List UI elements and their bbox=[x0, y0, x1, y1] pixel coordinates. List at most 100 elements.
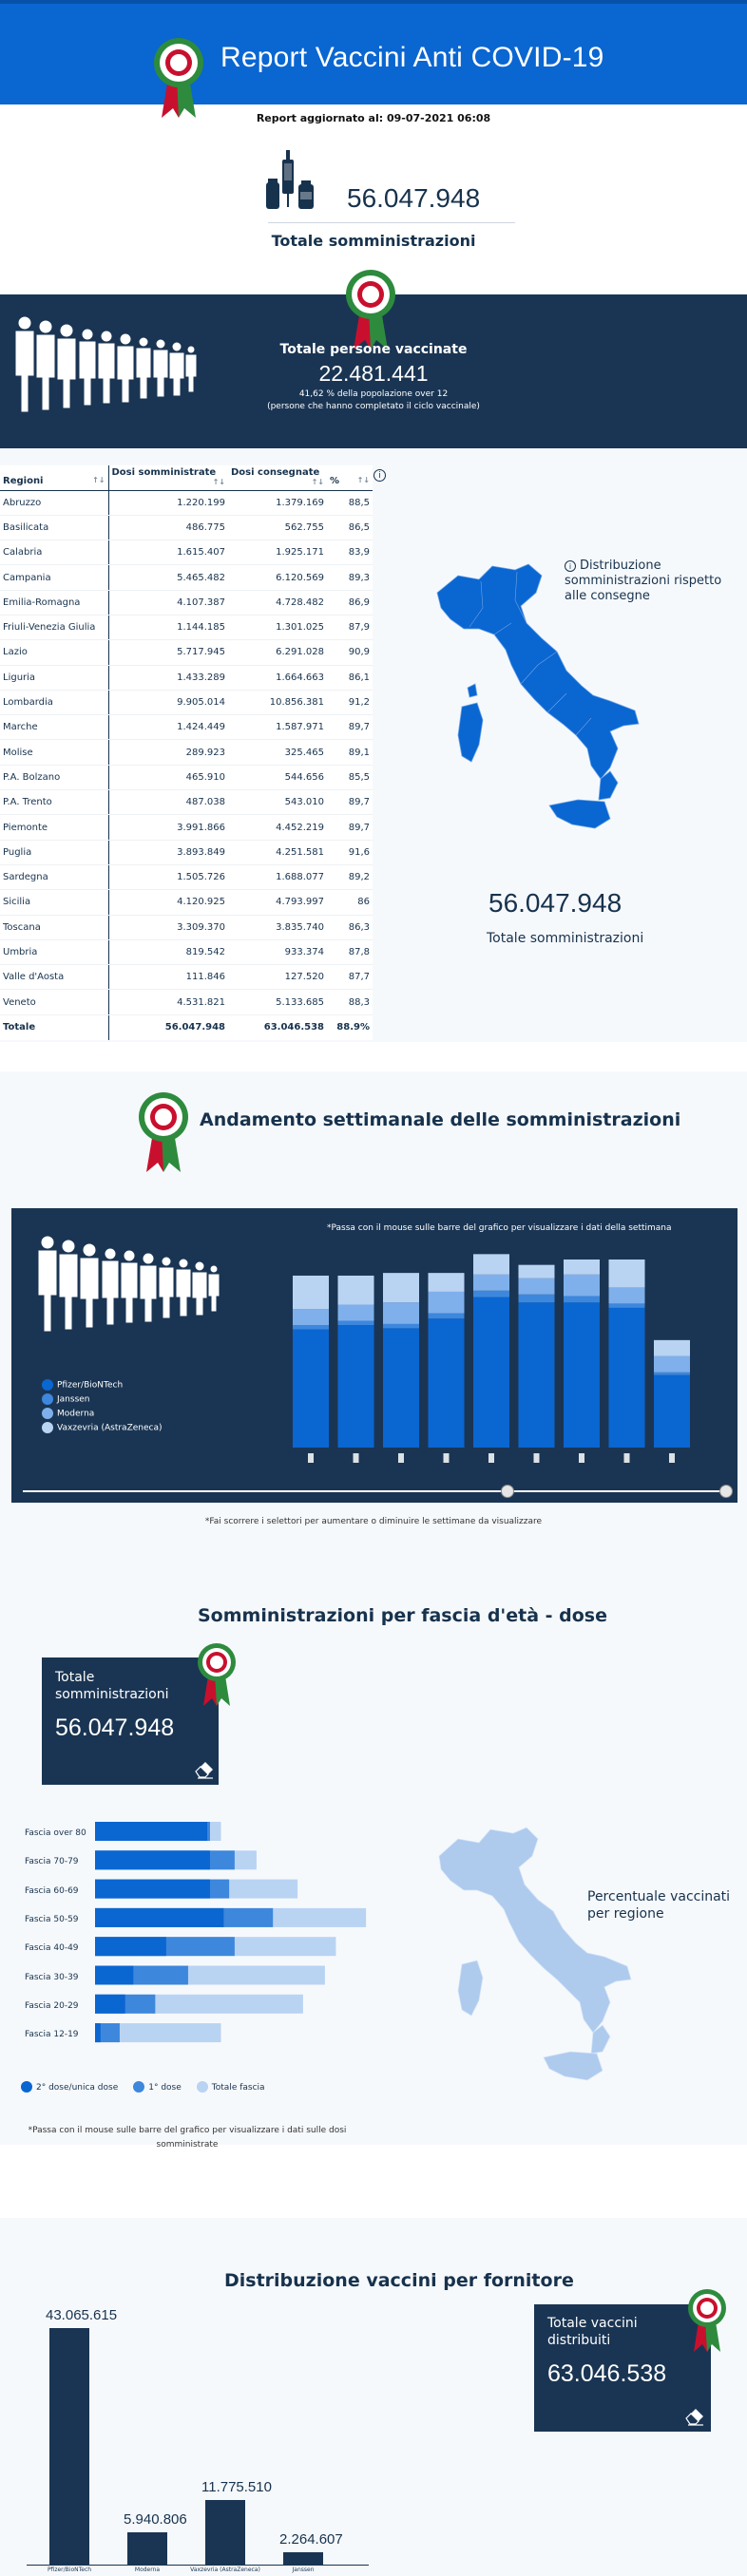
weekly-bar-segment[interactable] bbox=[383, 1302, 419, 1324]
weekly-bar-segment[interactable] bbox=[518, 1302, 555, 1448]
weekly-bar-segment[interactable] bbox=[564, 1302, 600, 1448]
column-header-delivered[interactable]: Dosi consegnate ↑↓ bbox=[228, 465, 327, 491]
weekly-bar-chart[interactable] bbox=[285, 1244, 703, 1468]
legend-item[interactable]: Totale fascia bbox=[196, 2081, 265, 2093]
age-bar-segment[interactable] bbox=[95, 2023, 101, 2043]
table-row[interactable]: Toscana 3.309.370 3.835.740 86,3 bbox=[0, 915, 373, 940]
legend-item[interactable]: Moderna bbox=[42, 1408, 94, 1419]
sort-icon[interactable]: ↑↓ bbox=[356, 475, 370, 484]
supplier-bar[interactable] bbox=[127, 2531, 167, 2565]
weekly-bar-segment[interactable] bbox=[383, 1273, 419, 1303]
age-bar-segment[interactable] bbox=[95, 1822, 208, 1841]
table-row[interactable]: Friuli-Venezia Giulia 1.144.185 1.301.025 8… bbox=[0, 615, 373, 641]
weekly-bar-segment[interactable] bbox=[293, 1325, 329, 1330]
weekly-bar-segment[interactable] bbox=[428, 1273, 465, 1292]
table-row[interactable]: Puglia 3.893.849 4.251.581 91,6 bbox=[0, 840, 373, 865]
column-header-pct[interactable]: % ↑↓ bbox=[327, 465, 373, 491]
table-row[interactable]: P.A. Trento 487.038 543.010 89,7 bbox=[0, 789, 373, 816]
weekly-bar-segment[interactable] bbox=[608, 1260, 645, 1288]
table-row[interactable]: Lazio 5.717.945 6.291.028 90,9 bbox=[0, 639, 373, 666]
table-row[interactable]: Piemonte 3.991.866 4.452.219 89,7 bbox=[0, 814, 373, 841]
table-row[interactable]: Veneto 4.531.821 5.133.685 88,3 bbox=[0, 989, 373, 1015]
supplier-bar[interactable] bbox=[283, 2551, 323, 2565]
table-row[interactable]: Calabria 1.615.407 1.925.171 83,9 bbox=[0, 540, 373, 566]
week-range-slider[interactable] bbox=[23, 1490, 726, 1492]
age-bar-segment[interactable] bbox=[95, 1879, 210, 1899]
weekly-bar-segment[interactable] bbox=[293, 1309, 329, 1326]
slider-handle-end[interactable] bbox=[719, 1485, 733, 1498]
table-row[interactable]: Molise 289.923 325.465 89,1 bbox=[0, 739, 373, 766]
weekly-bar-segment[interactable] bbox=[337, 1304, 374, 1321]
italy-map-age[interactable] bbox=[426, 1816, 644, 2101]
legend-item[interactable]: 1° dose bbox=[133, 2081, 182, 2093]
age-bar-segment[interactable] bbox=[95, 2023, 221, 2043]
table-row[interactable]: Liguria 1.433.289 1.664.663 86,1 bbox=[0, 665, 373, 691]
table-row[interactable]: Basilicata 486.775 562.755 86,5 bbox=[0, 515, 373, 541]
supplier-bar[interactable] bbox=[205, 2499, 245, 2565]
table-row[interactable]: Marche 1.424.449 1.587.971 89,7 bbox=[0, 714, 373, 741]
column-header-region[interactable]: Regioni ↑↓ bbox=[0, 465, 109, 491]
weekly-bar-segment[interactable] bbox=[428, 1318, 465, 1448]
table-total-row[interactable]: Totale 56.047.948 63.046.538 88.9% bbox=[0, 1013, 373, 1040]
age-bar-segment[interactable] bbox=[95, 1994, 125, 2014]
weekly-bar-segment[interactable] bbox=[293, 1275, 329, 1310]
cell-administered: 1.220.199 bbox=[108, 490, 228, 516]
legend-item[interactable]: Janssen bbox=[42, 1393, 90, 1405]
table-row[interactable]: Lombardia 9.905.014 10.856.381 91,2 bbox=[0, 690, 373, 716]
sort-icon[interactable]: ↑↓ bbox=[212, 477, 225, 486]
sort-icon[interactable]: ↑↓ bbox=[92, 475, 105, 484]
age-bar-segment[interactable] bbox=[95, 1937, 166, 1957]
weekly-bar-segment[interactable] bbox=[383, 1323, 419, 1329]
info-icon[interactable]: i bbox=[374, 469, 386, 482]
italy-map[interactable] bbox=[424, 551, 652, 855]
age-bar-chart[interactable] bbox=[95, 1818, 380, 2065]
weekly-bar-segment[interactable] bbox=[518, 1278, 555, 1295]
weekly-bar-segment[interactable] bbox=[518, 1264, 555, 1279]
eraser-icon[interactable] bbox=[194, 1758, 215, 1779]
weekly-bar-segment[interactable] bbox=[473, 1274, 509, 1291]
weekly-bar-segment[interactable] bbox=[383, 1328, 419, 1448]
legend-item[interactable]: Vaxzevria (AstraZeneca) bbox=[42, 1422, 162, 1433]
weekly-bar-segment[interactable] bbox=[654, 1339, 690, 1356]
weekly-bar-segment[interactable] bbox=[564, 1274, 600, 1297]
table-row[interactable]: Sardegna 1.505.726 1.688.077 89,2 bbox=[0, 864, 373, 891]
legend-item[interactable]: Pfizer/BioNTech bbox=[42, 1379, 123, 1391]
weekly-bar-segment[interactable] bbox=[337, 1320, 374, 1326]
table-row[interactable]: Sicilia 4.120.925 4.793.997 86 bbox=[0, 889, 373, 916]
weekly-bar-segment[interactable] bbox=[564, 1296, 600, 1303]
weekly-bar-segment[interactable] bbox=[608, 1307, 645, 1448]
weekly-bar-segment[interactable] bbox=[654, 1374, 690, 1448]
sort-icon[interactable]: ↑↓ bbox=[311, 477, 324, 486]
table-row[interactable]: Abruzzo 1.220.199 1.379.169 88,5 bbox=[0, 490, 373, 516]
column-header-administered[interactable]: Dosi somministrate ↑↓ bbox=[108, 465, 228, 491]
age-bar-segment[interactable] bbox=[95, 1965, 134, 1985]
supplier-bar[interactable] bbox=[49, 2328, 89, 2565]
age-bar-segment[interactable] bbox=[95, 2023, 120, 2043]
table-row[interactable]: Umbria 819.542 933.374 87,8 bbox=[0, 939, 373, 966]
weekly-bar-segment[interactable] bbox=[608, 1303, 645, 1308]
weekly-bar-segment[interactable] bbox=[654, 1372, 690, 1375]
weekly-bar-segment[interactable] bbox=[293, 1329, 329, 1448]
slider-handle-start[interactable] bbox=[501, 1485, 514, 1498]
weekly-bar-segment[interactable] bbox=[473, 1254, 509, 1275]
weekly-bar-segment[interactable] bbox=[428, 1313, 465, 1319]
table-row[interactable]: Emilia-Romagna 4.107.387 4.728.482 86,9 bbox=[0, 590, 373, 616]
weekly-bar-segment[interactable] bbox=[428, 1291, 465, 1314]
weekly-bar-segment[interactable] bbox=[337, 1325, 374, 1448]
table-row[interactable]: Campania 5.465.482 6.120.569 89,3 bbox=[0, 564, 373, 591]
eraser-icon[interactable] bbox=[684, 2405, 705, 2426]
weekly-bar-segment[interactable] bbox=[473, 1290, 509, 1297]
age-bar-segment[interactable] bbox=[95, 1907, 224, 1927]
info-icon[interactable]: i bbox=[565, 560, 576, 572]
weekly-bar-segment[interactable] bbox=[564, 1260, 600, 1275]
cell-pct: 88,5 bbox=[327, 490, 373, 516]
table-row[interactable]: P.A. Bolzano 465.910 544.656 85,5 bbox=[0, 765, 373, 791]
weekly-bar-segment[interactable] bbox=[654, 1355, 690, 1373]
legend-item[interactable]: 2° dose/unica dose bbox=[21, 2081, 118, 2093]
table-row[interactable]: Valle d'Aosta 111.846 127.520 87,7 bbox=[0, 964, 373, 991]
age-bar-segment[interactable] bbox=[95, 1850, 210, 1870]
weekly-bar-segment[interactable] bbox=[337, 1275, 374, 1305]
weekly-bar-segment[interactable] bbox=[518, 1294, 555, 1303]
weekly-bar-segment[interactable] bbox=[473, 1297, 509, 1448]
weekly-bar-segment[interactable] bbox=[608, 1287, 645, 1304]
